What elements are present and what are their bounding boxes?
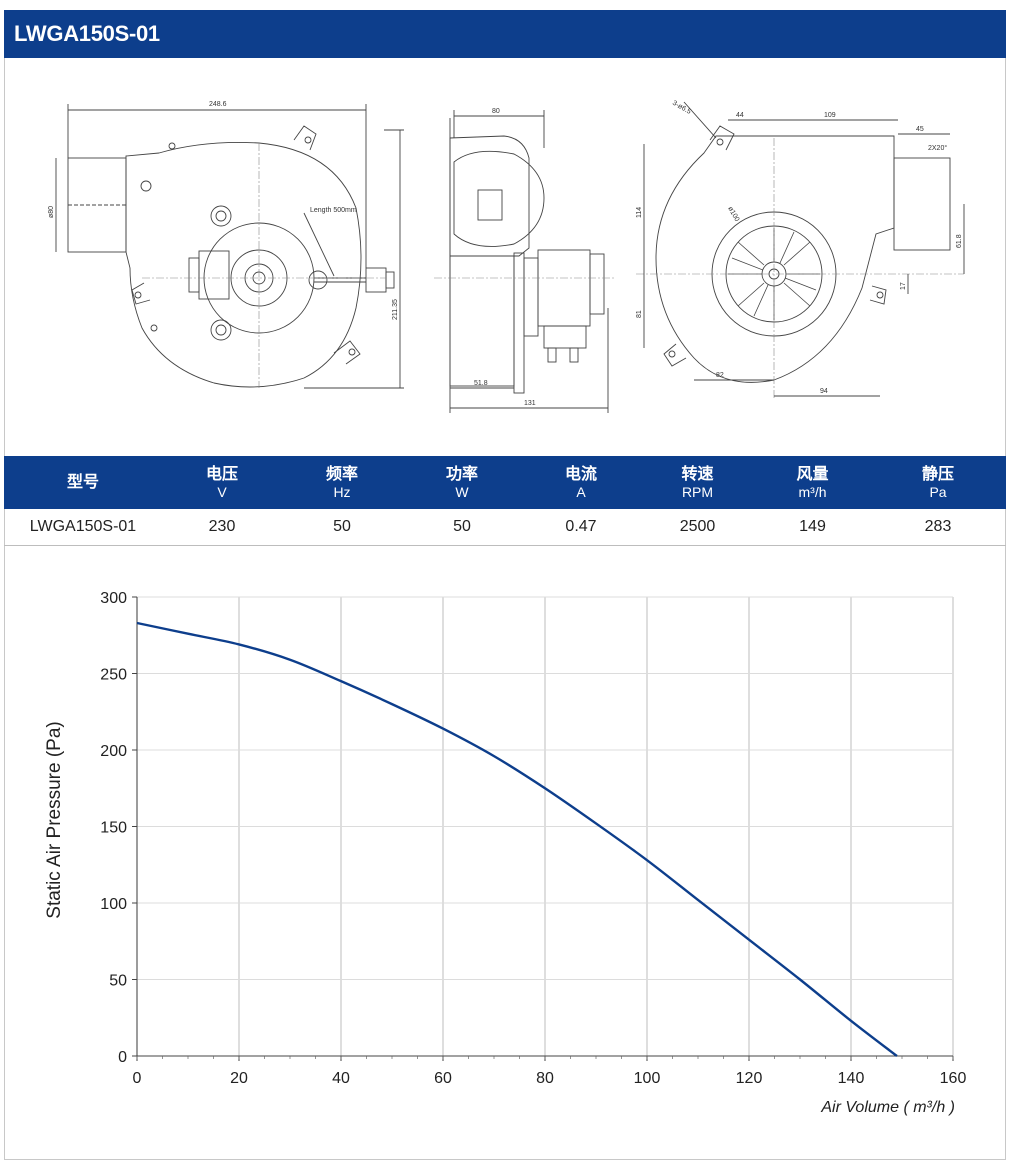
front-view-drawing xyxy=(434,110,616,413)
y-axis-label: Static Air Pressure (Pa) xyxy=(44,721,65,918)
dim-label: 81 xyxy=(636,310,643,318)
dim-label: ø100 xyxy=(726,206,740,223)
performance-chart: 0 20 40 60 80 100 120 140 160 0 50 100 150 200 250 300 … xyxy=(0,560,1010,1160)
series-line xyxy=(136,621,898,1057)
dim-label: 3-ø6.5 xyxy=(671,100,692,116)
header-unit: W xyxy=(455,483,469,500)
table-row: LWGA150S-01 230 50 50 0.47 2500 149 283 xyxy=(4,509,1006,546)
header-cell-power: 功率 W xyxy=(402,456,522,509)
header-unit: Pa xyxy=(929,483,947,500)
x-tick-label: 40 xyxy=(332,1070,350,1087)
x-tick-label: 160 xyxy=(940,1070,967,1087)
drawings-svg: 248.6 ø80 Length 500mm 211.35 80 51.8 13… xyxy=(48,100,965,413)
header-unit: m³/h xyxy=(798,483,827,500)
x-tick-label: 0 xyxy=(133,1070,142,1087)
dim-label: 44 xyxy=(736,112,744,119)
dim-label: 2X20° xyxy=(928,144,947,152)
dim-label: 45 xyxy=(916,126,924,133)
x-tick-label: 140 xyxy=(838,1070,865,1087)
technical-drawings: 248.6 ø80 Length 500mm 211.35 80 51.8 13… xyxy=(4,58,1006,456)
dim-label: 131 xyxy=(524,400,536,407)
header-cell-model: 型号 xyxy=(4,456,162,509)
cell-static-pressure: 283 xyxy=(924,518,952,535)
header-label: 频率 xyxy=(325,465,358,483)
dim-label: ø80 xyxy=(48,206,55,218)
header-label: 型号 xyxy=(66,474,99,491)
header-unit: V xyxy=(217,483,227,500)
header-cell-static-pressure: 静压 Pa xyxy=(870,456,1006,509)
header-cell-voltage: 电压 V xyxy=(162,456,282,509)
cell-power: 50 xyxy=(453,518,471,535)
header-unit: Hz xyxy=(333,483,351,500)
spec-table-header: 型号 电压 V 频率 Hz 功率 W 电流 A 转速 RPM 风量 m³/h 静… xyxy=(4,456,1006,509)
spec-table: 型号 电压 V 频率 Hz 功率 W 电流 A 转速 RPM 风量 m³/h 静… xyxy=(4,456,1006,546)
dim-label: 109 xyxy=(824,112,836,119)
cell-airflow: 149 xyxy=(799,518,826,535)
y-tick-label: 250 xyxy=(100,667,127,684)
header-label: 功率 xyxy=(445,465,478,483)
dim-label: 248.6 xyxy=(209,101,227,108)
dim-label: 211.35 xyxy=(392,299,399,320)
chart-svg: 0 20 40 60 80 100 120 140 160050100150200250300 … xyxy=(44,590,967,1116)
cell-speed: 2500 xyxy=(679,518,716,535)
header-label: 静压 xyxy=(921,465,954,483)
y-tick-label: 50 xyxy=(109,973,127,990)
y-tick-label: 150 xyxy=(100,820,127,837)
dim-label: Length 500mm xyxy=(310,207,357,214)
y-tick-label: 300 xyxy=(100,590,127,607)
x-tick-label: 20 xyxy=(230,1070,248,1087)
dim-label: 94 xyxy=(820,388,828,395)
cell-current: 0.47 xyxy=(565,518,597,535)
header-cell-speed: 转速 RPM xyxy=(640,456,755,509)
header-unit: A xyxy=(576,483,586,500)
dim-label: 61.8 xyxy=(956,234,963,248)
x-tick-label: 120 xyxy=(736,1070,763,1087)
dim-label: 51.8 xyxy=(474,380,488,387)
cell-frequency: 50 xyxy=(333,518,351,535)
header-label: 电压 xyxy=(205,465,238,483)
y-tick-label: 200 xyxy=(100,743,127,760)
header-cell-airflow: 风量 m³/h xyxy=(755,456,870,509)
x-axis-label: Air Volume ( m³/h ) xyxy=(820,1099,955,1116)
cell-model: LWGA150S-01 xyxy=(29,518,137,535)
header-cell-frequency: 频率 Hz xyxy=(282,456,402,509)
dim-label: 114 xyxy=(636,207,643,218)
y-tick-label: 0 xyxy=(118,1049,127,1066)
header-cell-current: 电流 A xyxy=(522,456,640,509)
cell-voltage: 230 xyxy=(208,518,236,535)
back-view-drawing xyxy=(636,101,965,398)
x-tick-label: 100 xyxy=(634,1070,661,1087)
dim-label: 80 xyxy=(492,108,500,115)
page-title: LWGA150S-01 xyxy=(4,10,1006,58)
dim-label: 17 xyxy=(900,282,907,290)
dimension-labels: 248.6 ø80 Length 500mm 211.35 80 51.8 13… xyxy=(48,100,963,407)
header-unit: RPM xyxy=(681,483,714,500)
y-tick-label: 100 xyxy=(100,896,127,913)
header-label: 电流 xyxy=(564,465,597,483)
x-tick-label: 60 xyxy=(434,1070,452,1087)
x-tick-label: 80 xyxy=(536,1070,554,1087)
dim-label: 82 xyxy=(716,372,724,379)
header-label: 转速 xyxy=(681,465,714,483)
header-label: 风量 xyxy=(796,465,829,483)
side-view-drawing xyxy=(55,104,404,389)
